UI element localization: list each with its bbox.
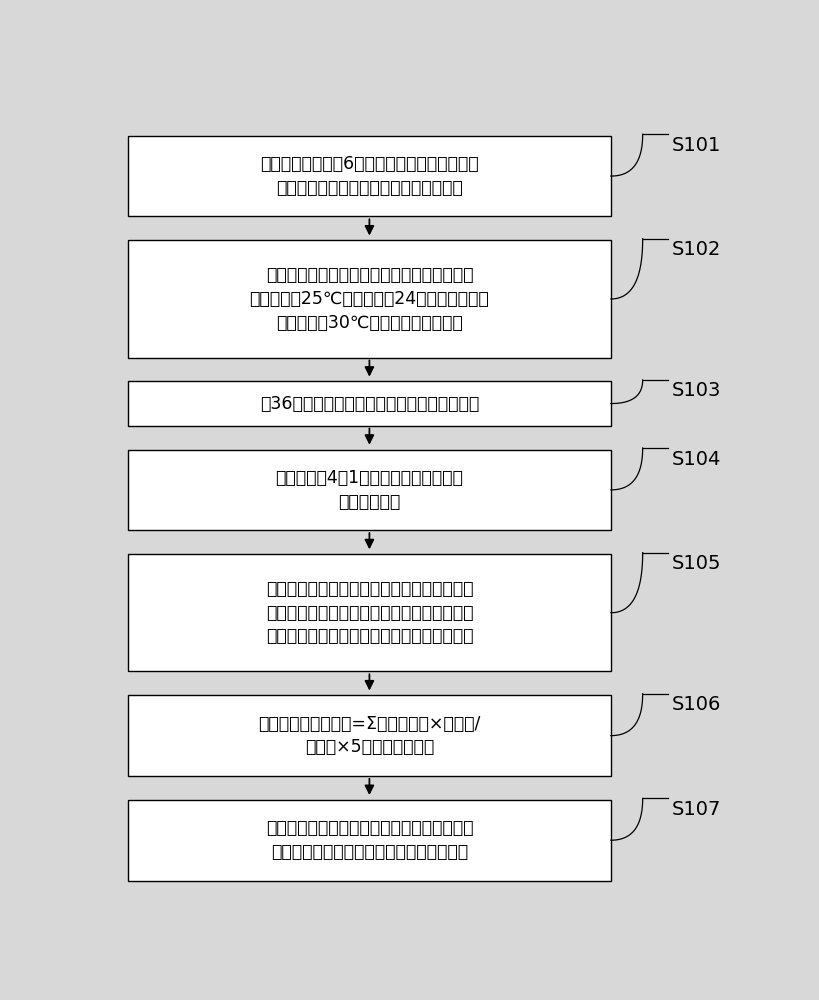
Text: S105: S105 — [671, 554, 720, 573]
Text: 根据田间观察选取6份耐冷性不同的苦瓜材料，
随机抽取发育成熟且颗粒饱满的苦瓜种子: 根据田间观察选取6份耐冷性不同的苦瓜材料， 随机抽取发育成熟且颗粒饱满的苦瓜种子 — [260, 155, 478, 197]
FancyBboxPatch shape — [128, 800, 610, 881]
FancyBboxPatch shape — [128, 240, 610, 358]
FancyBboxPatch shape — [128, 554, 610, 671]
Text: 根据苦瓜在冷害处理过程的表型变化，采用叶
色变化和冷害叶片数两个外观形态指标，制定
苦瓜耐冷形态评价指标及指标等级的分级标准: 根据苦瓜在冷害处理过程的表型变化，采用叶 色变化和冷害叶片数两个外观形态指标，制… — [265, 580, 473, 645]
Text: S107: S107 — [671, 800, 720, 819]
FancyBboxPatch shape — [128, 381, 610, 426]
Text: S103: S103 — [671, 381, 720, 400]
Text: 根据以上耐冷性调查分级结果及冷害指数，进
行耐冷性评价鉴定，并确定耐淝等级及命名: 根据以上耐冷性调查分级结果及冷害指数，进 行耐冷性评价鉴定，并确定耐淝等级及命名 — [265, 819, 473, 861]
Text: S104: S104 — [671, 450, 720, 469]
Text: 用36孔穴盘，在经百菌清消毒的营养土中播种: 用36孔穴盘，在经百菌清消毒的营养土中播种 — [260, 395, 478, 413]
FancyBboxPatch shape — [128, 695, 610, 776]
Text: 苦瓜苗龄为4叶1心时，在人工气候笱中
冷害处理七天: 苦瓜苗龄为4叶1心时，在人工气候笱中 冷害处理七天 — [275, 469, 463, 511]
Text: S101: S101 — [671, 136, 720, 155]
FancyBboxPatch shape — [128, 136, 610, 216]
FancyBboxPatch shape — [128, 450, 610, 530]
Text: 根据公式：冷害指数=Σ（各级株数×级数）/
总株数×5，计算冷害指数: 根据公式：冷害指数=Σ（各级株数×级数）/ 总株数×5，计算冷害指数 — [258, 715, 480, 756]
Text: 将苦瓜种子用纱布包裹，在温水中烫种并不断
搞拌，再用25℃的温水浸种24小时，将浸泡好
的种子置于30℃恒温笱中催芽至露白: 将苦瓜种子用纱布包裹，在温水中烫种并不断 搞拌，再用25℃的温水浸种24小时，将… — [249, 266, 489, 332]
Text: S102: S102 — [671, 240, 720, 259]
Text: S106: S106 — [671, 695, 720, 714]
